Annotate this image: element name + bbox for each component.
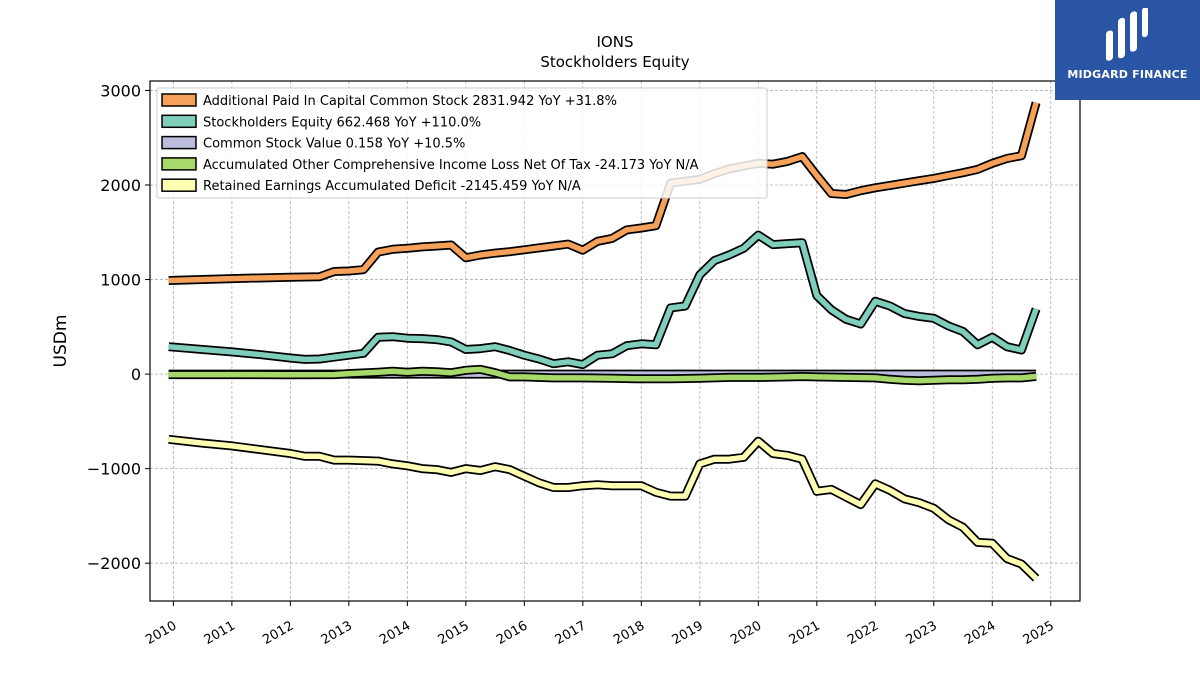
legend-swatch: [161, 93, 197, 107]
y-tick-label: −2000: [87, 554, 141, 573]
x-tick-label: 2020: [728, 618, 764, 648]
plot-frame: [149, 80, 1081, 602]
x-tick-label: 2022: [845, 618, 881, 648]
legend-label: Retained Earnings Accumulated Deficit -2…: [203, 179, 581, 194]
x-tick-label: 2014: [377, 618, 413, 648]
y-tick-label: −1000: [87, 460, 141, 479]
y-tick-label: 1000: [100, 271, 141, 290]
x-tick-label: 2025: [1021, 618, 1057, 648]
y-axis: −2000 −1000 0 1000 2000 3000: [87, 81, 150, 573]
legend-item: Common Stock Value 0.158 YoY +10.5%: [161, 135, 465, 152]
x-tick-label: 2018: [611, 618, 647, 648]
x-tick-label: 2021: [787, 618, 823, 648]
x-tick-label: 2023: [904, 618, 940, 648]
y-axis-label: USDm: [51, 315, 71, 368]
midgard-finance-logo: MIDGARD FINANCE: [1055, 0, 1200, 100]
legend-swatch: [161, 114, 197, 129]
chart-subtitle: Stockholders Equity: [540, 53, 689, 71]
series-line-outline: [168, 230, 1041, 370]
legend-item: Additional Paid In Capital Common Stock …: [161, 93, 617, 109]
y-tick-label: 2000: [100, 176, 141, 195]
legend-label: Common Stock Value 0.158 YoY +10.5%: [203, 137, 465, 152]
legend-swatch: [161, 157, 197, 171]
legend-label: Stockholders Equity 662.468 YoY +110.0%: [203, 115, 481, 130]
logo-text: MIDGARD FINANCE: [1067, 68, 1188, 81]
x-tick-label: 2013: [319, 618, 355, 648]
x-axis: 2010 2011 2012 2013 2014 2015 2016 2017 2018 2019…: [143, 601, 1057, 648]
series-line: [168, 436, 1039, 581]
series-line-outline: [168, 434, 1040, 582]
legend-item: Stockholders Equity 662.468 YoY +110.0%: [161, 114, 481, 130]
series-line: [168, 366, 1037, 384]
series-5: [168, 434, 1040, 582]
legend-swatch: [161, 178, 197, 192]
y-tick-label: 0: [131, 365, 141, 384]
legend-item: Retained Earnings Accumulated Deficit -2…: [161, 178, 581, 194]
x-tick-label: 2010: [143, 618, 179, 648]
x-tick-label: 2011: [202, 618, 238, 648]
series-1: [168, 101, 1041, 285]
legend: Additional Paid In Capital Common Stock …: [156, 87, 768, 199]
x-tick-label: 2019: [670, 618, 706, 648]
midgard-logo-mark-icon: [1106, 8, 1148, 61]
x-tick-label: 2015: [436, 618, 472, 648]
series-2: [168, 230, 1041, 370]
x-tick-label: 2016: [494, 618, 530, 648]
y-tick-label: 3000: [100, 81, 141, 100]
x-tick-label: 2024: [962, 618, 998, 648]
x-tick-label: 2012: [260, 618, 296, 648]
legend-box: [156, 87, 768, 199]
legend-swatch: [161, 135, 197, 150]
series-line: [168, 232, 1039, 368]
series-line: [168, 101, 1039, 284]
legend-item: Accumulated Other Comprehensive Income L…: [161, 157, 699, 173]
series-layer: [168, 101, 1041, 582]
legend-label: Additional Paid In Capital Common Stock …: [203, 94, 617, 109]
chart-title: IONS: [597, 33, 634, 51]
series-4: [168, 364, 1037, 386]
x-tick-label: 2017: [553, 618, 589, 648]
legend-label: Accumulated Other Comprehensive Income L…: [203, 158, 699, 173]
